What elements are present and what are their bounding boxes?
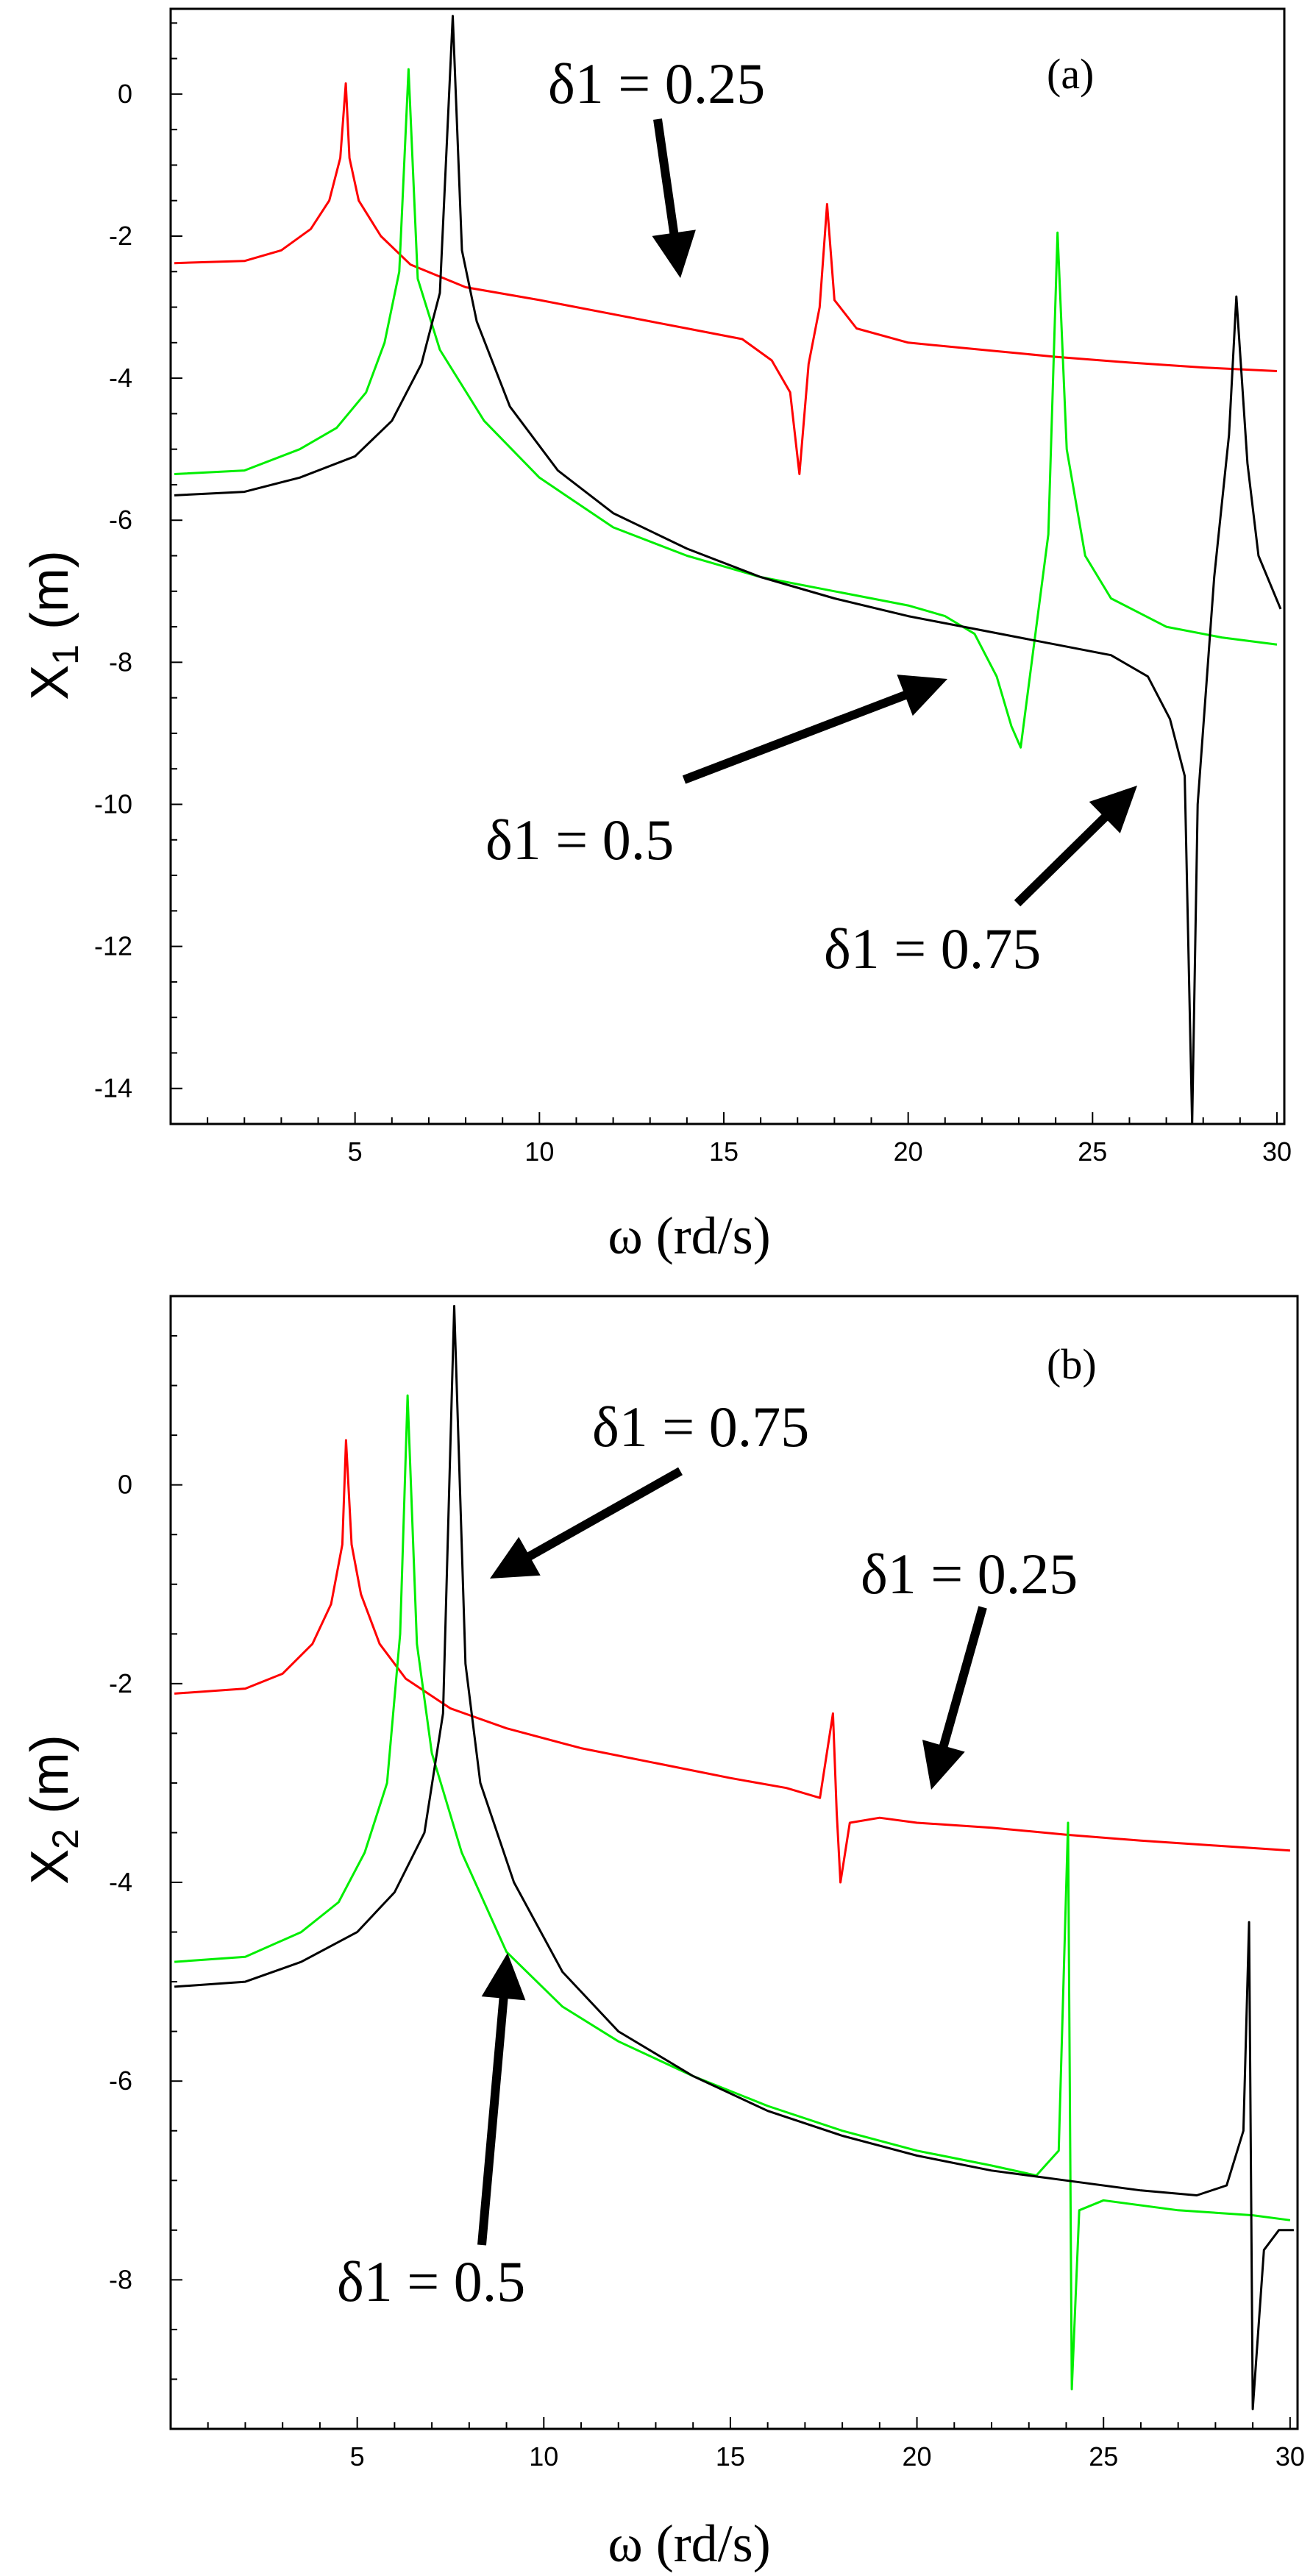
y-tick-label: 0 — [118, 1470, 132, 1500]
y-tick-label: -4 — [109, 1867, 132, 1897]
x-tick-label: 5 — [350, 2441, 365, 2472]
annotation-label: δ1 = 0.25 — [548, 51, 765, 115]
annotation-arrow — [653, 118, 680, 241]
annotation-label: δ1 = 0.25 — [861, 1542, 1078, 1606]
panel-a-y-axis-title: X1 (m) — [21, 550, 86, 700]
series-line — [174, 15, 1282, 1125]
x-tick-label: 25 — [1078, 1136, 1107, 1167]
y-tick-label: -12 — [94, 931, 132, 961]
y-tick-label: -4 — [109, 363, 132, 393]
panel-b-y-axis-title: X2 (m) — [21, 1734, 86, 1885]
panel-a-frame — [169, 7, 1286, 1125]
y-tick-label: -10 — [94, 789, 132, 819]
x-tick-label: 10 — [524, 1136, 554, 1167]
series-line — [174, 82, 1278, 475]
annotation-arrowhead — [1089, 786, 1137, 833]
panel-b-frame — [169, 1295, 1299, 2430]
x-tick-label: 30 — [1262, 1136, 1292, 1167]
annotation-arrow — [682, 688, 914, 784]
panel-a-x-axis-title: ω (rd/s) — [608, 1206, 770, 1265]
panel-b-x-axis-title: ω (rd/s) — [608, 2514, 770, 2573]
annotation-arrowhead — [897, 675, 947, 716]
panel-b-tag: (b) — [1047, 1340, 1097, 1388]
panel-a-tag: (a) — [1047, 50, 1094, 98]
chart-panel-b: 5 10 15 20 25 30 0 -2 -4 -6 -8 (b) X2 (m) ω (rd/s)… — [21, 1295, 1305, 2573]
y-tick-label: -8 — [109, 2264, 132, 2294]
panel-a-annotation-0: δ1 = 0.25 — [548, 51, 765, 278]
y-tick-label: -6 — [109, 505, 132, 535]
panel-b-annotation-1: δ1 = 0.25 — [861, 1542, 1078, 1790]
x-tick-label: 10 — [529, 2441, 558, 2472]
annotation-label: δ1 = 0.75 — [824, 917, 1041, 981]
y-tick-label: -14 — [94, 1073, 132, 1103]
y-tick-label: -6 — [109, 2066, 132, 2096]
x-tick-label: 15 — [709, 1136, 739, 1167]
y-tick-label: 0 — [118, 79, 132, 109]
y-tick-label: -2 — [109, 221, 132, 251]
y-tick-label: -2 — [109, 1668, 132, 1698]
x-tick-label: 5 — [348, 1136, 363, 1167]
annotation-label: δ1 = 0.5 — [485, 808, 674, 872]
y-tick-label: -8 — [109, 647, 132, 677]
annotation-arrow — [521, 1467, 683, 1564]
panel-a-ticks: 5 10 15 20 25 30 0 -2 -4 -6 -8 -10 -12 -14 — [94, 22, 1292, 1167]
panel-b-annotation-0: δ1 = 0.75 — [490, 1395, 809, 1579]
annotation-arrowhead — [490, 1537, 541, 1579]
annotation-label: δ1 = 0.5 — [337, 2249, 525, 2313]
annotation-arrow — [937, 1606, 987, 1754]
panel-a-annotation-2: δ1 = 0.75 — [824, 786, 1137, 981]
annotation-arrow — [477, 1990, 509, 2246]
annotation-arrowhead — [922, 1740, 965, 1790]
panel-a-annotation-1: δ1 = 0.5 — [485, 675, 947, 872]
chart-panel-a: 5 10 15 20 25 30 0 -2 -4 -6 -8 -10 -12 -14 (a) X1 (m)… — [21, 7, 1292, 1265]
series-line — [174, 1305, 1294, 2410]
panel-b-series — [174, 1305, 1294, 2410]
panel-b-annotation-2: δ1 = 0.5 — [337, 1953, 526, 2313]
panel-a-series — [174, 15, 1282, 1125]
x-tick-label: 30 — [1275, 2441, 1305, 2472]
x-tick-label: 25 — [1089, 2441, 1118, 2472]
x-tick-label: 15 — [716, 2441, 745, 2472]
annotation-arrow — [1014, 809, 1114, 907]
annotation-label: δ1 = 0.75 — [592, 1395, 809, 1459]
series-line — [174, 68, 1278, 749]
series-line — [174, 1439, 1291, 1884]
annotation-arrowhead — [652, 230, 696, 278]
x-tick-label: 20 — [894, 1136, 923, 1167]
x-tick-label: 20 — [903, 2441, 932, 2472]
series-line — [174, 1394, 1291, 2391]
annotation-arrowhead — [481, 1953, 526, 2001]
